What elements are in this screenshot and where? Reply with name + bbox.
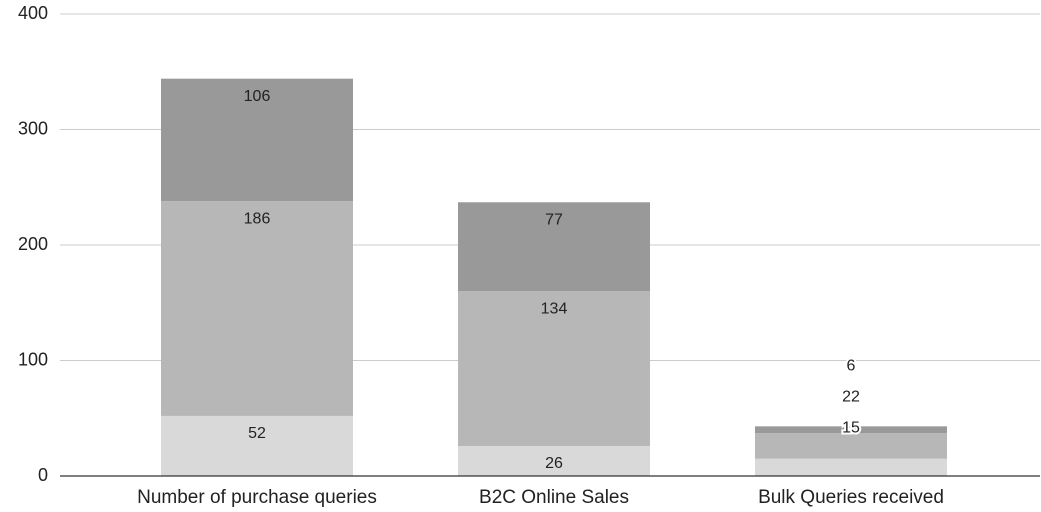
- data-label: 106: [244, 88, 271, 105]
- bar-segment: [755, 458, 947, 476]
- bar-segment: [161, 78, 353, 202]
- data-label: 26: [545, 455, 563, 472]
- data-label: 6: [847, 358, 856, 375]
- y-tick-label: 100: [18, 349, 48, 369]
- data-label: 22: [842, 389, 860, 406]
- bar-segment: [755, 426, 947, 434]
- y-tick-label: 200: [18, 234, 48, 254]
- bar-segment: [458, 202, 650, 292]
- data-label: 52: [248, 425, 266, 442]
- x-tick-label: Bulk Queries received: [758, 487, 944, 508]
- data-label: 186: [244, 210, 271, 227]
- y-tick-label: 0: [38, 465, 48, 485]
- data-label: 77: [545, 211, 563, 228]
- data-label: 15: [842, 420, 860, 437]
- bar-segment: [161, 415, 353, 476]
- y-tick-label: 300: [18, 118, 48, 138]
- x-tick-label: Number of purchase queries: [137, 487, 377, 508]
- bar-segment: [161, 201, 353, 416]
- bar-segment: [458, 291, 650, 446]
- bar-segment: [755, 433, 947, 459]
- data-label: 134: [541, 300, 568, 317]
- bar-segment: [458, 445, 650, 476]
- y-tick-label: 400: [18, 3, 48, 23]
- x-tick-label: B2C Online Sales: [479, 487, 629, 508]
